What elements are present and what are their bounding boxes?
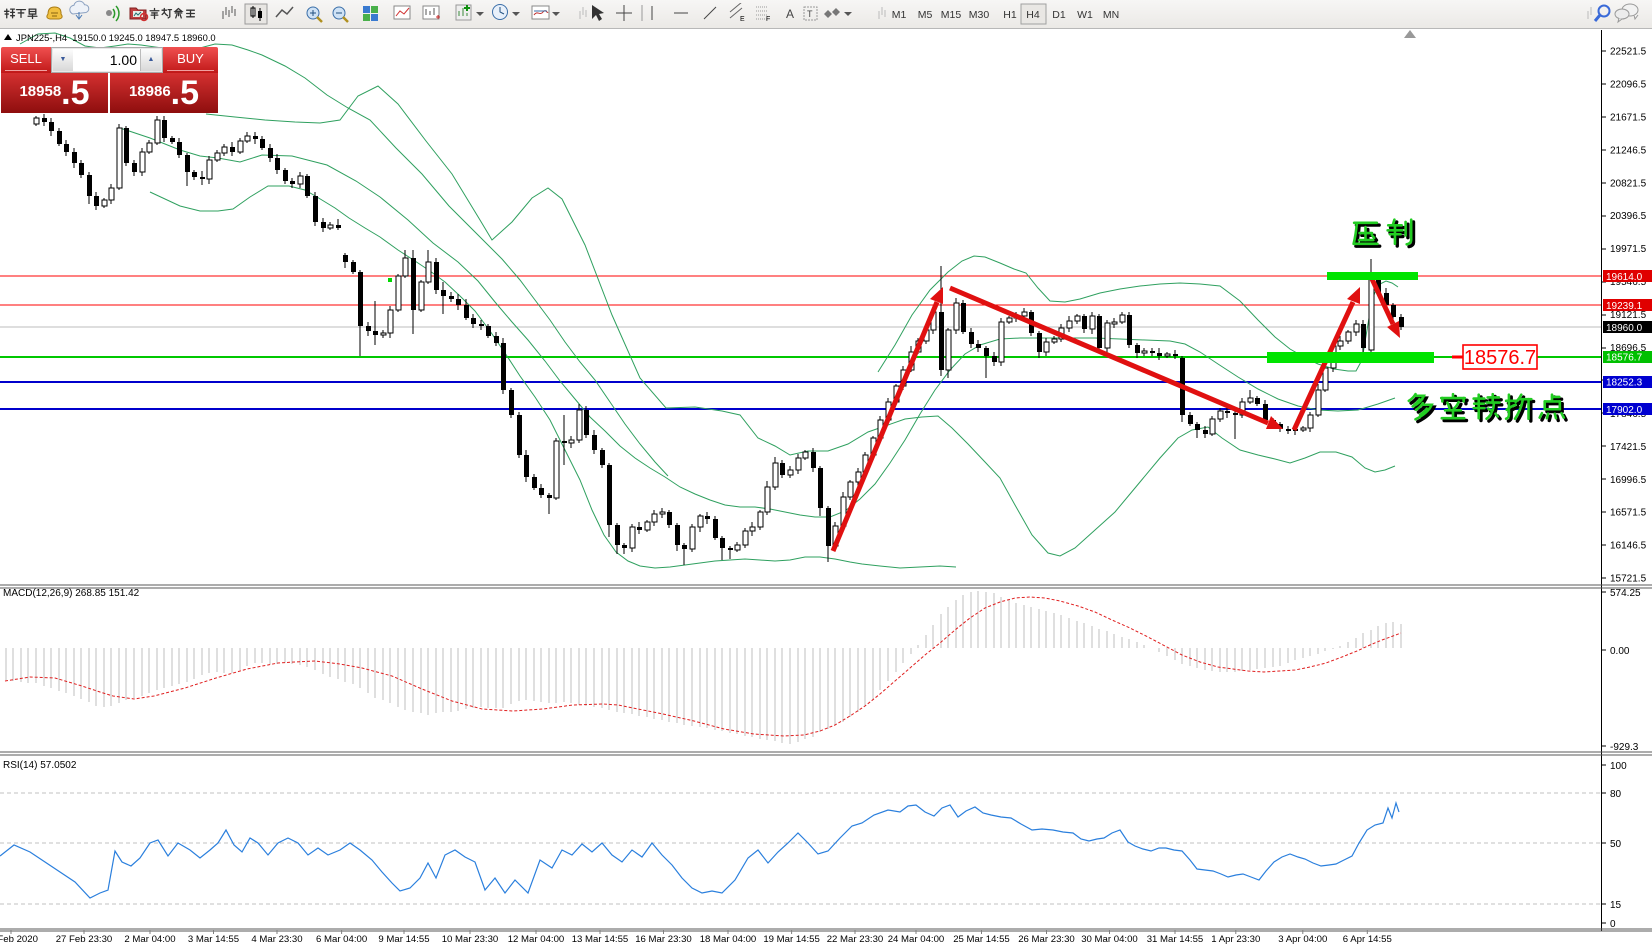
svg-text:31 Mar 14:55: 31 Mar 14:55: [1147, 934, 1204, 945]
svg-text:16 Mar 23:30: 16 Mar 23:30: [635, 934, 692, 945]
svg-text:1 Apr 23:30: 1 Apr 23:30: [1211, 934, 1260, 945]
svg-text:M30: M30: [969, 9, 990, 21]
svg-text:0.00: 0.00: [1610, 646, 1630, 657]
svg-text:MACD(12,26,9) 268.85 151.42: MACD(12,26,9) 268.85 151.42: [3, 588, 140, 599]
svg-text:3 Mar 14:55: 3 Mar 14:55: [188, 934, 239, 945]
svg-text:18252.3: 18252.3: [1606, 378, 1643, 389]
svg-text:21671.5: 21671.5: [1610, 112, 1647, 123]
svg-text:16146.5: 16146.5: [1610, 541, 1647, 552]
svg-text:21246.5: 21246.5: [1610, 145, 1647, 156]
svg-text:20396.5: 20396.5: [1610, 211, 1647, 222]
svg-text:26 Feb 2020: 26 Feb 2020: [0, 934, 38, 945]
svg-text:18576.7: 18576.7: [1606, 353, 1643, 364]
svg-text:18960.0: 18960.0: [1606, 323, 1643, 334]
svg-text:M15: M15: [941, 9, 962, 21]
svg-text:27 Feb 23:30: 27 Feb 23:30: [56, 934, 113, 945]
svg-text:2 Mar 04:00: 2 Mar 04:00: [124, 934, 175, 945]
svg-text:W1: W1: [1077, 9, 1093, 21]
svg-text:15: 15: [1610, 900, 1622, 911]
svg-text:T: T: [807, 9, 813, 19]
svg-text:H1: H1: [1003, 9, 1017, 21]
svg-text:24 Mar 04:00: 24 Mar 04:00: [888, 934, 945, 945]
svg-text:15721.5: 15721.5: [1610, 574, 1647, 585]
svg-text:16996.5: 16996.5: [1610, 475, 1647, 486]
svg-text:18696.5: 18696.5: [1610, 343, 1647, 354]
svg-text:18576.7: 18576.7: [1464, 347, 1536, 369]
svg-text:17421.5: 17421.5: [1610, 442, 1647, 453]
svg-text:20821.5: 20821.5: [1610, 178, 1647, 189]
svg-text:10 Mar 23:30: 10 Mar 23:30: [442, 934, 499, 945]
svg-text:26 Mar 23:30: 26 Mar 23:30: [1018, 934, 1075, 945]
svg-text:MN: MN: [1103, 9, 1119, 21]
svg-text:13 Mar 14:55: 13 Mar 14:55: [572, 934, 629, 945]
svg-text:19546.5: 19546.5: [1610, 277, 1647, 288]
svg-text:4 Mar 23:30: 4 Mar 23:30: [251, 934, 302, 945]
svg-text:19121.5: 19121.5: [1610, 310, 1647, 321]
svg-text:80: 80: [1610, 789, 1622, 800]
svg-text:M1: M1: [892, 9, 907, 21]
svg-text:-929.3: -929.3: [1610, 742, 1639, 753]
svg-text:50: 50: [1610, 839, 1622, 850]
svg-text:H4: H4: [1026, 9, 1040, 21]
svg-text:19971.5: 19971.5: [1610, 244, 1647, 255]
svg-text:12 Mar 04:00: 12 Mar 04:00: [508, 934, 565, 945]
svg-text:E: E: [740, 16, 745, 23]
svg-text:6 Mar 04:00: 6 Mar 04:00: [316, 934, 367, 945]
svg-text:17902.0: 17902.0: [1606, 405, 1643, 416]
svg-text:M5: M5: [918, 9, 933, 21]
svg-text:A: A: [786, 7, 794, 21]
svg-text:22521.5: 22521.5: [1610, 47, 1647, 58]
svg-text:19239.1: 19239.1: [1606, 301, 1643, 312]
svg-text:22 Mar 23:30: 22 Mar 23:30: [827, 934, 884, 945]
svg-text:6 Apr 14:55: 6 Apr 14:55: [1343, 934, 1392, 945]
svg-text:30 Mar 04:00: 30 Mar 04:00: [1081, 934, 1138, 945]
svg-text:RSI(14) 57.0502: RSI(14) 57.0502: [3, 760, 77, 771]
svg-text:100: 100: [1610, 761, 1627, 772]
svg-text:F: F: [766, 16, 770, 23]
svg-text:18 Mar 04:00: 18 Mar 04:00: [700, 934, 757, 945]
svg-text:3 Apr 04:00: 3 Apr 04:00: [1278, 934, 1327, 945]
svg-text:19614.0: 19614.0: [1606, 272, 1643, 283]
svg-text:9 Mar 14:55: 9 Mar 14:55: [378, 934, 429, 945]
svg-text:0: 0: [1610, 919, 1616, 930]
svg-text:JPN225-,H4 19150.0 19245.0 18: JPN225-,H4 19150.0 19245.0 18947.5 18960…: [16, 32, 216, 43]
svg-text:25 Mar 14:55: 25 Mar 14:55: [953, 934, 1010, 945]
svg-text:D1: D1: [1052, 9, 1066, 21]
svg-text:22096.5: 22096.5: [1610, 79, 1647, 90]
svg-text:16571.5: 16571.5: [1610, 508, 1647, 519]
svg-text:574.25: 574.25: [1610, 588, 1641, 599]
svg-text:19 Mar 14:55: 19 Mar 14:55: [763, 934, 820, 945]
